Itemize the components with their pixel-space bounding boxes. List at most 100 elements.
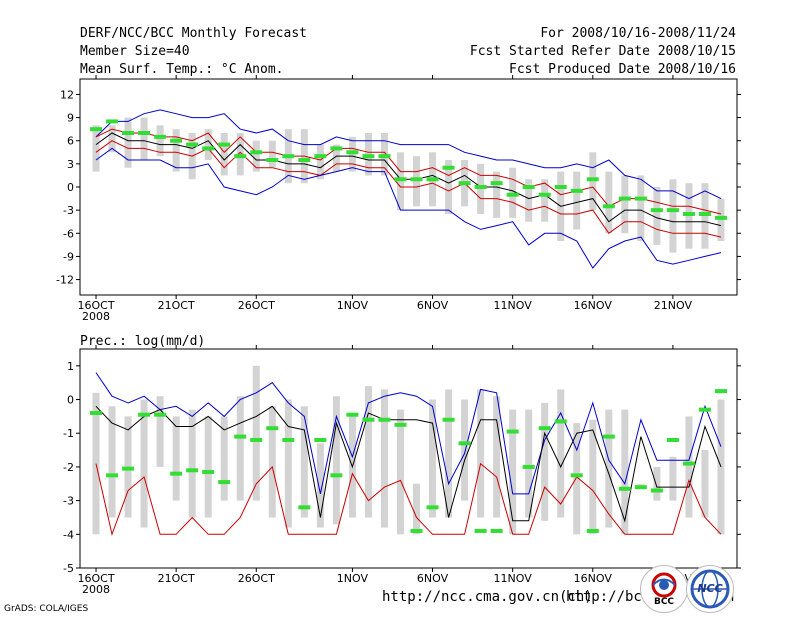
obs-marker xyxy=(394,177,407,182)
obs-marker xyxy=(474,185,487,189)
bcc-logo: BCC xyxy=(640,565,688,613)
spread-box xyxy=(477,389,485,518)
series-line-max xyxy=(95,372,722,495)
spread-box xyxy=(605,171,613,234)
x-year-label: 2008 xyxy=(82,583,110,596)
obs-marker xyxy=(186,142,199,147)
start-date: Fcst Started Refer Date 2008/10/15 xyxy=(469,44,736,59)
prec-panel-title: Prec.: log(mm/d) xyxy=(80,334,205,349)
bcc-url-link[interactable]: http://bcc. xyxy=(566,589,659,605)
spread-box xyxy=(637,483,645,485)
x-tick-label: 11NOV xyxy=(494,299,533,312)
obs-marker xyxy=(586,177,599,182)
obs-marker xyxy=(362,154,375,159)
obs-marker xyxy=(538,192,551,197)
obs-marker xyxy=(298,505,311,510)
spread-box xyxy=(156,125,164,157)
obs-marker xyxy=(282,437,295,442)
obs-marker xyxy=(346,150,359,155)
x-tick-label: 26OCT xyxy=(238,572,275,585)
spread-box xyxy=(316,144,324,180)
obs-marker xyxy=(106,119,119,124)
obs-marker xyxy=(682,212,695,216)
obs-marker xyxy=(682,461,695,466)
spread-box xyxy=(653,466,661,501)
obs-marker xyxy=(234,434,247,439)
x-tick-label: 1NOV xyxy=(337,572,369,585)
obs-marker xyxy=(138,412,151,417)
obs-marker xyxy=(522,185,535,189)
spread-box xyxy=(525,179,533,222)
spread-box xyxy=(573,171,581,230)
obs-marker xyxy=(186,468,199,473)
obs-marker xyxy=(538,426,551,431)
spread-box xyxy=(108,406,116,518)
spread-box xyxy=(332,144,340,172)
obs-marker xyxy=(698,212,711,216)
y-tick-label: 0 xyxy=(67,394,74,407)
spread-box xyxy=(493,171,501,218)
y-tick-label: 1 xyxy=(67,360,74,373)
x-tick-label: 16NOV xyxy=(574,299,613,312)
obs-marker xyxy=(282,154,295,159)
spread-box xyxy=(172,416,180,501)
member-size: Member Size=40 xyxy=(80,44,190,59)
y-tick-label: -2 xyxy=(63,461,74,474)
ncc-logo: NCC xyxy=(686,565,734,613)
obs-marker xyxy=(362,417,375,422)
spread-box xyxy=(204,416,212,518)
obs-marker xyxy=(202,469,215,474)
y-tick-label: 3 xyxy=(67,158,74,171)
spread-box xyxy=(573,423,581,535)
x-tick-label: 1NOV xyxy=(337,299,369,312)
y-tick-label: -9 xyxy=(63,250,74,263)
x-tick-label: 6NOV xyxy=(417,299,449,312)
obs-marker xyxy=(218,480,231,485)
obs-marker xyxy=(410,528,423,533)
spread-box xyxy=(300,406,308,518)
obs-marker xyxy=(442,417,455,422)
spread-box xyxy=(92,392,100,535)
spread-box xyxy=(621,409,629,535)
ncc-url-link[interactable]: http://ncc.cma.gov.cn(ch) xyxy=(382,589,593,605)
spread-box xyxy=(557,389,565,518)
obs-marker xyxy=(506,192,519,197)
spread-box xyxy=(364,386,372,518)
ncc-logo-text: NCC xyxy=(697,582,723,595)
ncc-globe-icon xyxy=(690,569,730,609)
series-line-lower xyxy=(95,140,722,238)
spread-box xyxy=(413,483,421,535)
obs-marker xyxy=(618,486,631,491)
series-line-max xyxy=(95,109,722,200)
spread-box xyxy=(268,140,276,168)
x-tick-label: 16OCT xyxy=(77,572,114,585)
x-tick-label: 26OCT xyxy=(238,299,275,312)
spread-box xyxy=(172,129,180,172)
bcc-logo-text: BCC xyxy=(653,597,675,607)
spread-box xyxy=(701,450,709,518)
x-year-label: 2008 xyxy=(82,310,110,323)
y-tick-label: -12 xyxy=(56,274,74,287)
spread-box xyxy=(669,179,677,253)
variable-label: Mean Surf. Temp.: °C Anom. xyxy=(80,62,284,77)
obs-marker xyxy=(634,485,647,490)
obs-marker xyxy=(426,177,439,182)
series-line-min xyxy=(95,462,722,537)
obs-marker xyxy=(314,437,327,442)
spread-box xyxy=(252,365,260,501)
obs-marker xyxy=(266,426,279,431)
obs-marker xyxy=(442,165,455,170)
obs-marker xyxy=(506,429,519,434)
obs-marker xyxy=(666,208,679,213)
obs-marker xyxy=(666,437,679,442)
y-tick-label: 9 xyxy=(67,112,74,125)
obs-marker xyxy=(330,146,343,151)
bcc-emblem-icon xyxy=(651,572,677,598)
spread-box xyxy=(637,175,645,241)
produced-date: Fcst Produced Date 2008/10/16 xyxy=(509,62,736,77)
obs-marker xyxy=(586,528,599,533)
obs-marker xyxy=(458,181,471,186)
spread-box xyxy=(589,419,597,535)
spread-box xyxy=(653,187,661,245)
